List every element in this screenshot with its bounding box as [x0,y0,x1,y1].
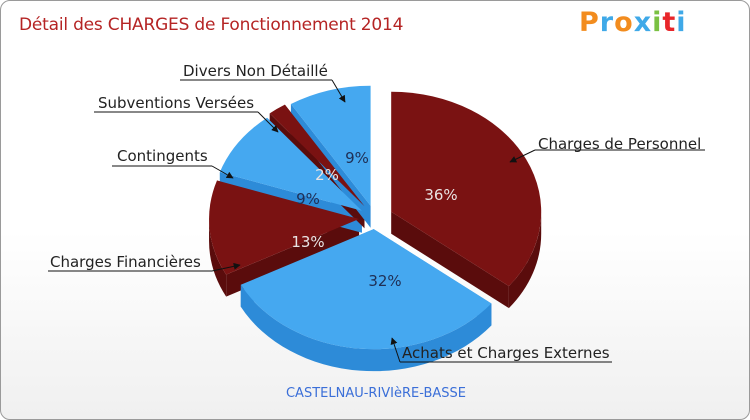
label-leader-arrow [390,337,401,363]
pie-slice-subventions-vers-es [269,104,365,207]
logo-letter: x [633,7,653,38]
label-leader-arrow [257,111,279,133]
logo-letter: P [579,7,600,38]
pie-slice-achats-et-charges-externes [240,229,492,350]
label-leader-arrow [211,262,241,272]
pie-slice-side [508,211,542,309]
logo-letter: t [662,7,677,38]
label-leader-arrow [331,79,346,103]
pie-slice-side [240,284,492,372]
pie-slice-charges-financi-res [209,180,360,275]
logo-letter: i [676,7,687,38]
logo-letter: o [614,7,634,38]
pie-category-label: Subventions Versées [98,94,254,112]
commune-name: CASTELNAU-RIVIèRE-BASSE [285,386,467,401]
pie-category-label: Charges Financières [50,253,201,271]
pie-slice-divers-non-d-taill- [290,85,371,206]
label-leader-arrow [509,149,536,163]
proxiti-logo: Proxiti [579,7,687,38]
pie-pct-label: 36% [424,186,457,204]
pie-category-label: Achats et Charges Externes [402,344,610,362]
pie-slice-edge [391,211,509,309]
pie-category-label: Charges de Personnel [538,135,701,153]
label-leader-arrow [211,165,234,179]
logo-letter: i [652,7,663,38]
pie-pct-label: 9% [345,149,369,167]
pie-category-label: Contingents [117,147,208,165]
pie-slice-side [209,218,227,297]
pie-pct-label: 13% [291,233,324,251]
pie-pct-label: 32% [368,272,401,290]
pie-pct-label: 9% [296,190,320,208]
pie-pct-label: 2% [315,166,339,184]
pie-slice-charges-de-personnel [391,91,542,287]
chart-title: Détail des CHARGES de Fonctionnement 201… [19,15,404,35]
logo-letter: r [599,7,615,38]
pie-slice-contingents [219,117,362,211]
pie-category-label: Divers Non Détaillé [183,62,328,80]
